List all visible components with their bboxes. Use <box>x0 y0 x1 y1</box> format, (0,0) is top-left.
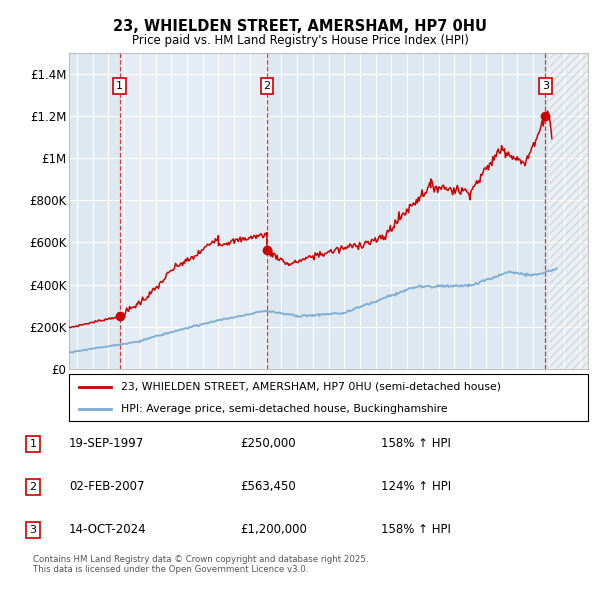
Text: £1,200,000: £1,200,000 <box>240 523 307 536</box>
Text: £250,000: £250,000 <box>240 437 296 450</box>
Text: Contains HM Land Registry data © Crown copyright and database right 2025.
This d: Contains HM Land Registry data © Crown c… <box>33 555 368 574</box>
Text: Price paid vs. HM Land Registry's House Price Index (HPI): Price paid vs. HM Land Registry's House … <box>131 34 469 47</box>
Text: HPI: Average price, semi-detached house, Buckinghamshire: HPI: Average price, semi-detached house,… <box>121 404 448 414</box>
Text: 14-OCT-2024: 14-OCT-2024 <box>69 523 146 536</box>
Text: £563,450: £563,450 <box>240 480 296 493</box>
Text: 02-FEB-2007: 02-FEB-2007 <box>69 480 145 493</box>
Bar <box>548 53 588 369</box>
Bar <box>119 53 267 369</box>
Text: 23, WHIELDEN STREET, AMERSHAM, HP7 0HU (semi-detached house): 23, WHIELDEN STREET, AMERSHAM, HP7 0HU (… <box>121 382 501 392</box>
Text: 3: 3 <box>29 525 37 535</box>
Text: 23, WHIELDEN STREET, AMERSHAM, HP7 0HU: 23, WHIELDEN STREET, AMERSHAM, HP7 0HU <box>113 19 487 34</box>
FancyBboxPatch shape <box>69 375 588 421</box>
Text: 124% ↑ HPI: 124% ↑ HPI <box>381 480 451 493</box>
Text: 1: 1 <box>29 439 37 448</box>
Text: 1: 1 <box>116 81 123 91</box>
Text: 2: 2 <box>29 482 37 491</box>
Text: 3: 3 <box>542 81 549 91</box>
Text: 158% ↑ HPI: 158% ↑ HPI <box>381 437 451 450</box>
Text: 158% ↑ HPI: 158% ↑ HPI <box>381 523 451 536</box>
Text: 19-SEP-1997: 19-SEP-1997 <box>69 437 144 450</box>
Text: 2: 2 <box>263 81 271 91</box>
